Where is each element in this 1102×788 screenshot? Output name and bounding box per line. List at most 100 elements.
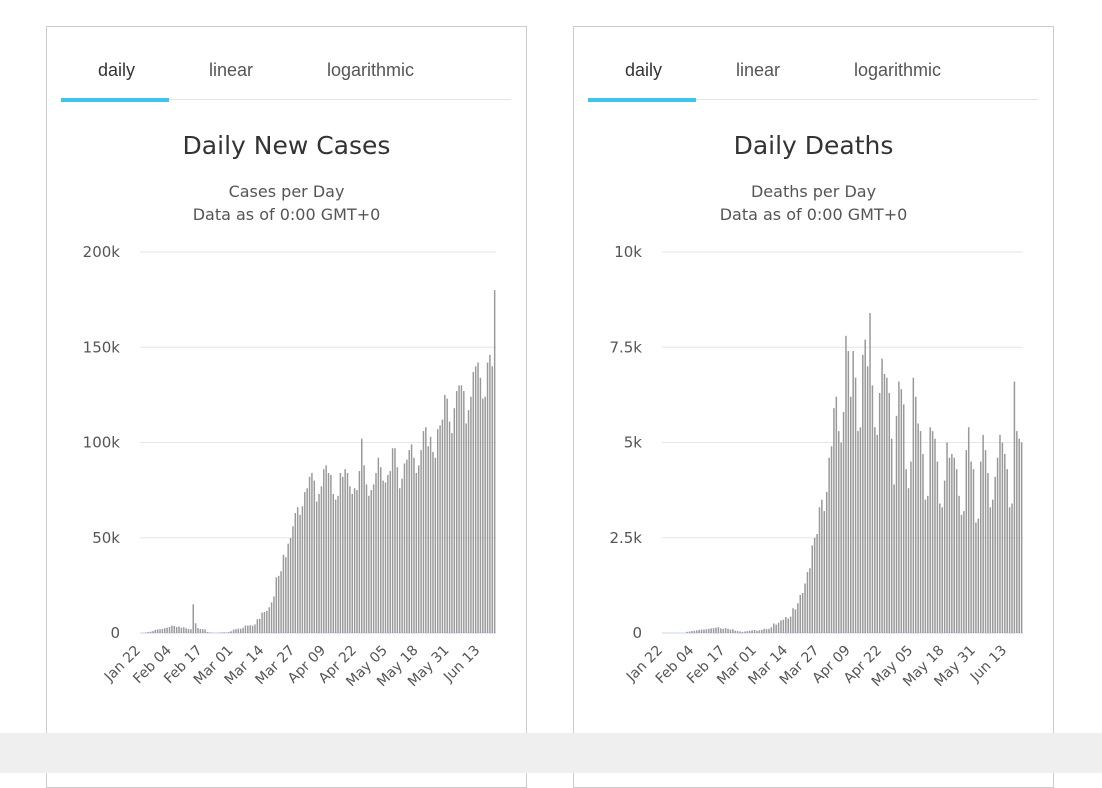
y-tick-label: 0 — [110, 624, 120, 642]
bar — [233, 630, 234, 633]
bar — [238, 629, 239, 633]
bar — [432, 452, 433, 633]
bar — [188, 629, 189, 633]
bar — [223, 632, 224, 633]
bar — [304, 492, 305, 633]
bar — [240, 629, 241, 633]
bar — [373, 484, 374, 633]
bar — [992, 500, 994, 633]
bar — [494, 290, 495, 633]
bar — [387, 475, 388, 633]
bar — [347, 473, 348, 633]
bar — [435, 458, 436, 633]
bar — [299, 515, 300, 633]
bar — [150, 632, 151, 633]
bar — [749, 631, 751, 633]
bar — [838, 431, 840, 633]
bar — [1016, 431, 1018, 633]
bar — [978, 519, 980, 633]
bar — [956, 469, 958, 633]
bar — [1009, 507, 1011, 633]
bar — [951, 454, 953, 633]
bar — [821, 500, 823, 633]
bar — [985, 450, 987, 633]
bar — [290, 538, 291, 633]
bar — [169, 627, 170, 633]
bar — [207, 632, 208, 633]
bar — [254, 624, 255, 633]
bar — [390, 471, 391, 633]
bar — [404, 463, 405, 633]
bar — [850, 397, 852, 633]
bar — [929, 427, 931, 633]
bar — [392, 448, 393, 633]
bar — [975, 523, 977, 633]
bar — [204, 629, 205, 633]
bar — [442, 420, 443, 633]
bar — [686, 632, 688, 633]
bar — [922, 454, 924, 633]
bar — [886, 378, 888, 633]
bar — [718, 627, 720, 633]
bar — [867, 366, 869, 633]
footer-bar — [0, 733, 1102, 773]
bar — [785, 617, 787, 633]
bar — [949, 458, 951, 633]
bar — [401, 479, 402, 633]
bar — [715, 628, 717, 633]
bar — [869, 313, 871, 633]
bar — [178, 627, 179, 633]
bar — [901, 389, 903, 633]
bar — [816, 534, 818, 633]
bar — [958, 496, 960, 633]
bar — [183, 627, 184, 633]
bar — [363, 465, 364, 633]
bar — [836, 397, 838, 633]
bar — [1006, 469, 1008, 633]
bar — [710, 628, 712, 633]
bar — [763, 629, 765, 633]
bar — [780, 620, 782, 633]
bar — [164, 628, 165, 633]
bar — [273, 596, 274, 633]
bar — [1011, 503, 1013, 633]
bar — [747, 631, 749, 633]
bar — [1004, 454, 1006, 633]
y-tick-label: 150k — [83, 338, 121, 356]
bar — [423, 431, 424, 633]
bar — [416, 473, 417, 633]
bar — [896, 416, 898, 633]
bar — [271, 602, 272, 633]
bar — [162, 629, 163, 633]
bar — [344, 469, 345, 633]
bar — [973, 469, 975, 633]
bar — [176, 627, 177, 633]
bar — [461, 385, 462, 633]
y-tick-label: 50k — [92, 529, 120, 547]
bar — [804, 583, 806, 633]
bar — [463, 391, 464, 633]
bar — [297, 507, 298, 633]
bar — [278, 576, 279, 633]
bar — [226, 632, 227, 633]
bar — [257, 619, 258, 633]
bar — [961, 515, 963, 633]
y-tick-label: 2.5k — [609, 529, 642, 547]
y-tick-label: 0 — [632, 624, 642, 642]
bar — [454, 408, 455, 633]
bar — [342, 477, 343, 633]
bar — [261, 613, 262, 633]
bar — [864, 340, 866, 633]
bar — [430, 437, 431, 633]
bar — [427, 446, 428, 633]
bar — [860, 427, 862, 633]
bar — [328, 473, 329, 633]
bar — [264, 612, 265, 633]
bar — [371, 490, 372, 633]
bar — [872, 385, 874, 633]
bar — [994, 477, 996, 633]
bar — [420, 450, 421, 633]
bar — [145, 632, 146, 633]
